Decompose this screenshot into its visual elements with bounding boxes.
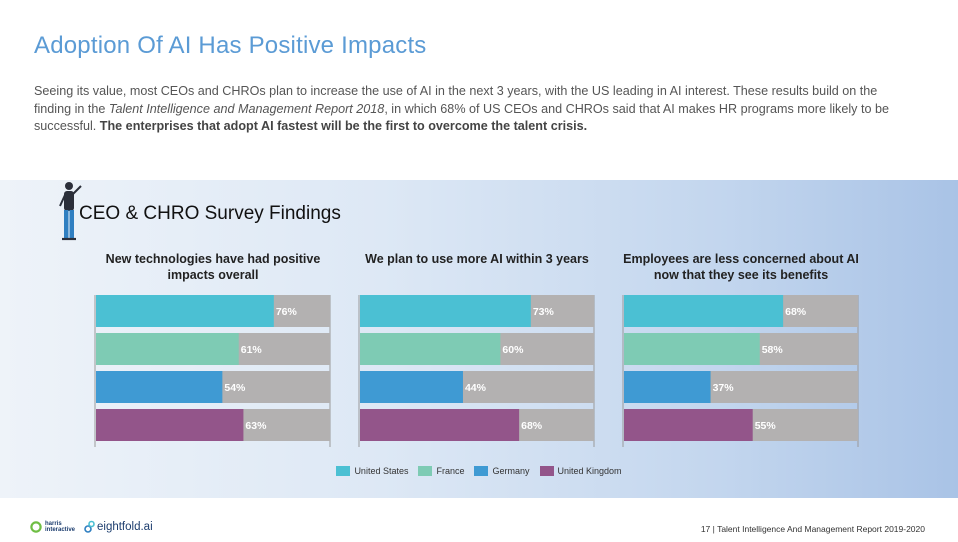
legend-label-united-kingdom: United Kingdom [557, 466, 622, 476]
person-illustration-icon [59, 182, 82, 241]
eightfold-logo: eightfold.ai [84, 520, 153, 533]
chart-1-bar-germany [96, 371, 223, 403]
chart-3-title: Employees are less concerned about AI no… [623, 252, 859, 282]
footer-report-info: 17 | Talent Intelligence And Management … [700, 524, 925, 534]
legend-label-united-states: United States [354, 466, 409, 476]
legend-swatch-united-states [336, 466, 351, 476]
legend-swatch-united-kingdom [539, 466, 554, 476]
chart-3-bar-france [624, 333, 760, 365]
chart-2-label-france: 60% [502, 344, 524, 356]
chart-2-bar-united-states [360, 295, 531, 327]
intro-highlight: The enterprises that adopt AI fastest wi… [99, 119, 588, 133]
legend-item-united-states: United States [336, 466, 408, 476]
legend-item-germany: Germany [474, 466, 530, 476]
chart-2-label-united-kingdom: 68% [521, 420, 543, 432]
footer-report-title: Talent Intelligence And Management Repor… [717, 524, 925, 534]
chart-2-title: We plan to use more AI within 3 years [365, 252, 589, 266]
chart-legend: United States France Germany United King… [0, 466, 958, 476]
chart-2-bar-france [360, 333, 501, 365]
intro-paragraph: Seeing its value, most CEOs and CHROs pl… [34, 83, 914, 136]
page-number: 17 [700, 524, 711, 534]
eightfold-logo-text: eightfold.ai [97, 520, 153, 533]
survey-title: CEO & CHRO Survey Findings [79, 203, 341, 224]
chart-3-bar-germany [624, 371, 711, 403]
chart-2-label-united-states: 73% [533, 306, 555, 318]
chart-2-label-germany: 44% [465, 382, 487, 394]
legend-item-france: France [418, 466, 464, 476]
chart-3-label-germany: 37% [713, 382, 735, 394]
legend-swatch-germany [474, 466, 489, 476]
intro-text-2: , in which 68% of US CEOs and CHROs said… [34, 101, 889, 134]
chart-2-bar-united-kingdom [360, 409, 520, 441]
chart-3-label-france: 58% [762, 344, 784, 356]
harris-logo-line1: harris [45, 521, 62, 527]
chart-1-label-germany: 54% [224, 382, 246, 394]
harris-interactive-logo: harris interactive [30, 521, 75, 533]
intro-report-title: Talent Intelligence and Management Repor… [108, 101, 385, 116]
chart-1-label-united-states: 76% [276, 306, 298, 318]
legend-label-germany: Germany [492, 466, 530, 476]
chart-1-svg: 76% 61% 54% 63% [94, 295, 331, 447]
harris-logo-line2: interactive [45, 527, 76, 533]
chart-1-bar-united-kingdom [96, 409, 244, 441]
chart-3-label-united-kingdom: 55% [755, 420, 777, 432]
chart-3-svg: 68% 58% 37% 55% [622, 295, 859, 447]
intro-text-1: Seeing its value, most CEOs and CHROs pl… [34, 84, 878, 116]
chart-3-label-united-states: 68% [785, 306, 807, 318]
legend-swatch-france [418, 466, 433, 476]
chart-1-bar-united-states [96, 295, 274, 327]
chart-2-svg: 73% 60% 44% 68% [358, 295, 595, 447]
chart-1-title: New technologies have had positive impac… [105, 252, 321, 282]
legend-label-france: France [436, 466, 465, 476]
harris-logo-icon [30, 521, 42, 533]
chart-2-bar-germany [360, 371, 463, 403]
chart-3-bar-united-kingdom [624, 409, 753, 441]
chart-3-bar-united-states [624, 295, 784, 327]
chart-1-bar-france [96, 333, 239, 365]
legend-item-united-kingdom: United Kingdom [539, 466, 622, 476]
chart-1-label-united-kingdom: 63% [245, 420, 267, 432]
page-title: Adoption Of AI Has Positive Impacts [34, 32, 427, 59]
eightfold-logo-icon [84, 520, 95, 533]
chart-1-label-france: 61% [241, 344, 263, 356]
